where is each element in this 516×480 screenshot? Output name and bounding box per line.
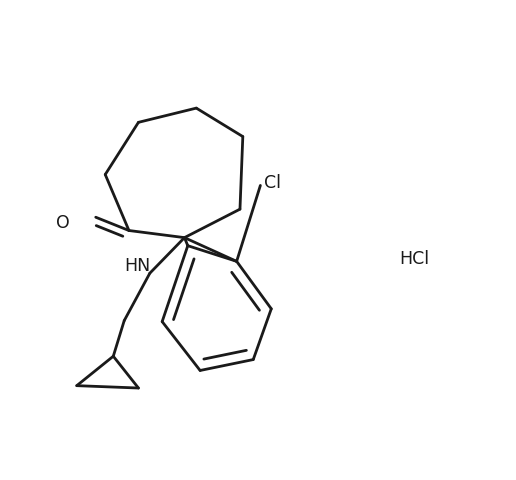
Text: HCl: HCl (399, 250, 430, 268)
Text: O: O (56, 215, 70, 232)
Text: HN: HN (124, 257, 150, 275)
Text: Cl: Cl (264, 174, 281, 192)
